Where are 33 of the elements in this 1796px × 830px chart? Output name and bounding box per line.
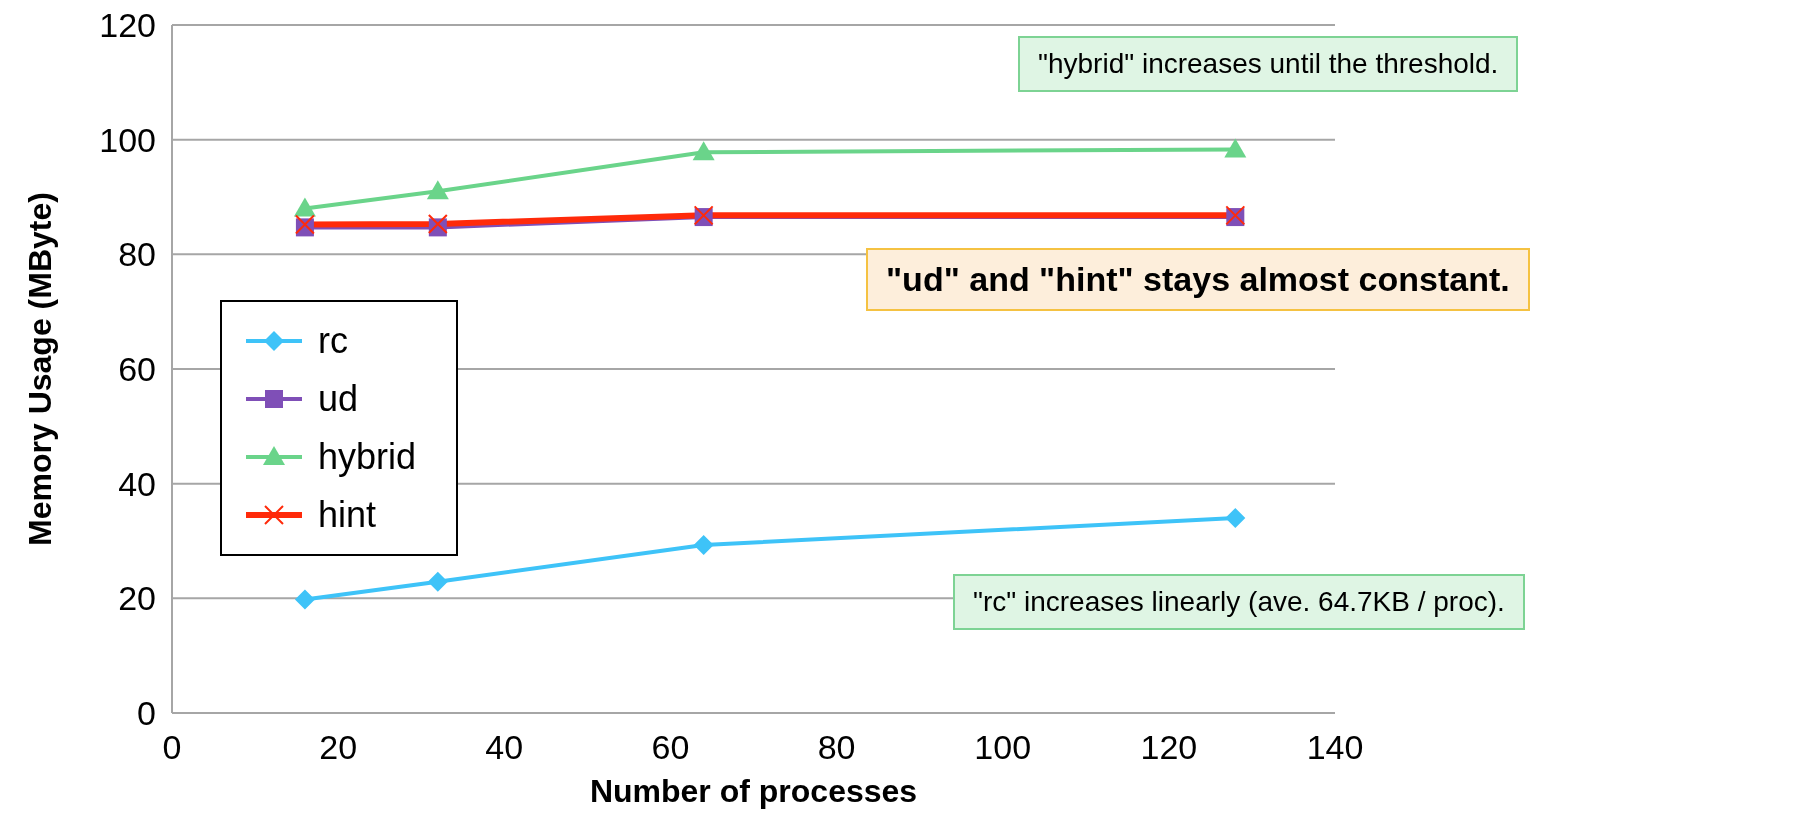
y-tick-label: 60: [118, 350, 156, 389]
point: [426, 180, 449, 200]
point: [692, 141, 715, 161]
point: [427, 213, 448, 234]
x-tick-label: 140: [1306, 728, 1364, 767]
x-axis-title: Number of processes: [589, 773, 918, 809]
legend-label: hybrid: [318, 436, 417, 478]
point: [693, 535, 714, 556]
annotation: "ud" and "hint" stays almost constant.: [866, 248, 1530, 311]
point: [294, 589, 315, 610]
x-tick-label: 40: [485, 728, 524, 767]
legend-label: hint: [318, 494, 377, 536]
x-tick-label: 100: [974, 728, 1032, 767]
point: [293, 197, 316, 217]
legend-label: rc: [318, 320, 348, 362]
annotation: "rc" increases linearly (ave. 64.7KB / proc).: [953, 574, 1525, 630]
y-tick-label: 0: [137, 694, 156, 733]
y-tick-label: 100: [99, 120, 156, 159]
x-tick-label: 120: [1140, 728, 1198, 767]
x-tick-label: 0: [162, 728, 182, 767]
y-tick-label: 80: [118, 235, 156, 274]
legend-label: ud: [318, 378, 359, 420]
point: [1224, 138, 1247, 158]
y-tick-label: 40: [118, 464, 156, 503]
y-axis-title: Memory Usage (MByte): [22, 192, 59, 546]
x-tick-label: 20: [319, 728, 358, 767]
x-tick-label: 80: [817, 728, 856, 767]
annotation: "hybrid" increases until the threshold.: [1018, 36, 1519, 92]
y-tick-label: 20: [118, 579, 156, 618]
point: [427, 571, 448, 592]
y-tick-label: 120: [99, 6, 156, 45]
x-tick-label: 60: [651, 728, 690, 767]
point: [1225, 508, 1246, 529]
